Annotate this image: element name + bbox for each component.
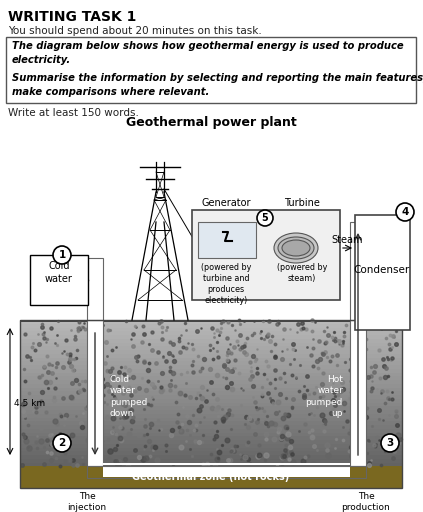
- Text: WRITING TASK 1: WRITING TASK 1: [8, 10, 136, 24]
- Bar: [192, 210, 340, 300]
- Text: Geothermal power plant: Geothermal power plant: [126, 116, 297, 129]
- Bar: [20, 373, 402, 377]
- Text: 4: 4: [401, 207, 409, 217]
- Bar: [20, 421, 402, 426]
- Text: The
production
well: The production well: [342, 492, 390, 512]
- Bar: [20, 354, 402, 358]
- Text: Generator: Generator: [201, 198, 251, 208]
- Text: 4.5 km: 4.5 km: [14, 399, 45, 409]
- Text: The diagram below shows how geothermal energy is used to produce
electricity.: The diagram below shows how geothermal e…: [12, 41, 404, 65]
- Text: (powered by
steam): (powered by steam): [277, 263, 327, 283]
- Bar: [20, 339, 402, 344]
- Bar: [6, 37, 416, 103]
- Bar: [20, 440, 402, 445]
- Bar: [355, 215, 410, 330]
- Bar: [20, 444, 402, 449]
- Ellipse shape: [278, 237, 314, 259]
- Bar: [87, 320, 103, 466]
- Text: Geothermal zone (hot rocks): Geothermal zone (hot rocks): [132, 472, 290, 482]
- Bar: [20, 369, 402, 373]
- Bar: [20, 343, 402, 347]
- Bar: [87, 258, 103, 320]
- Bar: [20, 417, 402, 422]
- Bar: [20, 376, 402, 381]
- Text: Turbine: Turbine: [284, 198, 320, 208]
- Bar: [20, 335, 402, 340]
- Bar: [20, 388, 402, 392]
- Text: You should spend about 20 minutes on this task.: You should spend about 20 minutes on thi…: [8, 26, 262, 36]
- Bar: [198, 222, 256, 258]
- Bar: [20, 433, 402, 437]
- Bar: [20, 320, 402, 488]
- Bar: [20, 395, 402, 400]
- Bar: [20, 320, 402, 322]
- Bar: [20, 361, 402, 366]
- Bar: [20, 466, 402, 471]
- Bar: [20, 425, 402, 430]
- Bar: [103, 467, 350, 477]
- Text: The
injection
well: The injection well: [67, 492, 107, 512]
- Bar: [20, 406, 402, 411]
- Text: Steam: Steam: [332, 235, 363, 245]
- Bar: [20, 451, 402, 456]
- Bar: [20, 391, 402, 396]
- Text: Cold
water: Cold water: [45, 261, 73, 284]
- Circle shape: [53, 246, 71, 264]
- Text: Summarise the information by selecting and reporting the main features, and
make: Summarise the information by selecting a…: [12, 73, 423, 97]
- Ellipse shape: [274, 233, 318, 263]
- Bar: [20, 459, 402, 463]
- Bar: [20, 324, 402, 329]
- Bar: [20, 455, 402, 460]
- Bar: [20, 462, 402, 467]
- Circle shape: [257, 210, 273, 226]
- Text: Hot
water
pumped
up: Hot water pumped up: [306, 375, 343, 418]
- Circle shape: [53, 434, 71, 452]
- Bar: [20, 436, 402, 441]
- Bar: [87, 466, 366, 478]
- Bar: [20, 414, 402, 418]
- Bar: [20, 331, 402, 336]
- Bar: [20, 402, 402, 407]
- Bar: [20, 384, 402, 389]
- Bar: [20, 357, 402, 362]
- Ellipse shape: [282, 240, 310, 256]
- Text: 2: 2: [58, 438, 66, 448]
- Bar: [30, 255, 88, 305]
- Bar: [20, 365, 402, 370]
- Bar: [20, 466, 402, 488]
- Bar: [20, 429, 402, 434]
- Bar: [103, 466, 350, 468]
- Circle shape: [396, 203, 414, 221]
- Text: Write at least 150 words.: Write at least 150 words.: [8, 108, 139, 118]
- Text: Condenser: Condenser: [354, 265, 410, 275]
- Text: 3: 3: [386, 438, 394, 448]
- Bar: [103, 463, 350, 465]
- Text: (powered by
turbine and
produces
electricity): (powered by turbine and produces electri…: [201, 263, 251, 305]
- Circle shape: [381, 434, 399, 452]
- Text: 5: 5: [261, 213, 268, 223]
- Bar: [20, 350, 402, 355]
- Text: Cold
water
pumped
down: Cold water pumped down: [110, 375, 147, 418]
- Bar: [103, 469, 350, 471]
- Bar: [20, 447, 402, 452]
- Bar: [20, 328, 402, 332]
- Bar: [20, 346, 402, 351]
- Bar: [350, 320, 366, 466]
- Text: 1: 1: [58, 250, 66, 260]
- Bar: [20, 410, 402, 415]
- Bar: [20, 320, 402, 325]
- Bar: [20, 399, 402, 403]
- Bar: [20, 380, 402, 385]
- Bar: [350, 222, 366, 320]
